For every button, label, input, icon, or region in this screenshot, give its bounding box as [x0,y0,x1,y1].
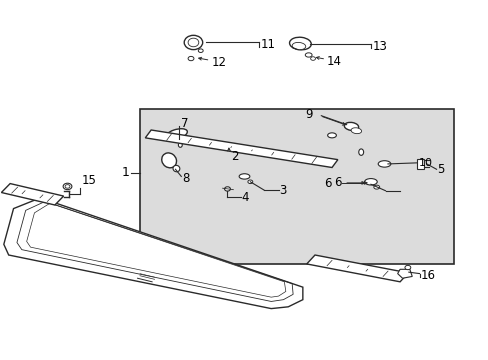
Ellipse shape [65,185,70,188]
Polygon shape [306,255,407,282]
Text: 2: 2 [230,150,238,163]
Ellipse shape [305,53,311,57]
Ellipse shape [188,57,194,61]
Ellipse shape [63,183,72,190]
Polygon shape [145,130,337,167]
Ellipse shape [344,122,358,130]
Text: 3: 3 [279,184,286,197]
Ellipse shape [198,49,203,53]
Ellipse shape [173,165,180,172]
Ellipse shape [289,37,311,50]
Ellipse shape [188,38,199,47]
Polygon shape [4,198,302,309]
Ellipse shape [184,35,202,50]
Ellipse shape [226,144,230,148]
Ellipse shape [327,133,336,138]
Polygon shape [397,269,411,278]
Ellipse shape [162,153,176,168]
Ellipse shape [239,174,249,179]
Polygon shape [416,158,424,169]
Text: 15: 15 [81,174,96,186]
Text: 11: 11 [261,38,275,51]
Text: 13: 13 [372,40,386,53]
Text: 16: 16 [420,269,435,282]
Ellipse shape [247,180,252,184]
Bar [140,109,453,264]
Text: 5: 5 [437,163,444,176]
Text: 6: 6 [334,176,341,189]
Polygon shape [1,184,63,205]
Ellipse shape [377,161,390,167]
Ellipse shape [350,128,361,134]
Text: 12: 12 [211,55,226,69]
Text: 7: 7 [181,117,188,130]
Ellipse shape [292,42,305,50]
Text: 6: 6 [324,177,331,190]
Ellipse shape [404,265,410,270]
Text: 14: 14 [326,55,342,68]
Ellipse shape [165,129,187,140]
Ellipse shape [373,185,379,189]
Ellipse shape [358,149,363,156]
Text: 8: 8 [182,172,189,185]
Ellipse shape [224,187,230,191]
Ellipse shape [178,143,182,147]
Text: 9: 9 [305,108,312,121]
Text: 10: 10 [418,158,432,168]
Text: 4: 4 [241,191,248,204]
Text: 1: 1 [121,166,129,179]
Ellipse shape [364,179,376,185]
Ellipse shape [310,57,315,60]
